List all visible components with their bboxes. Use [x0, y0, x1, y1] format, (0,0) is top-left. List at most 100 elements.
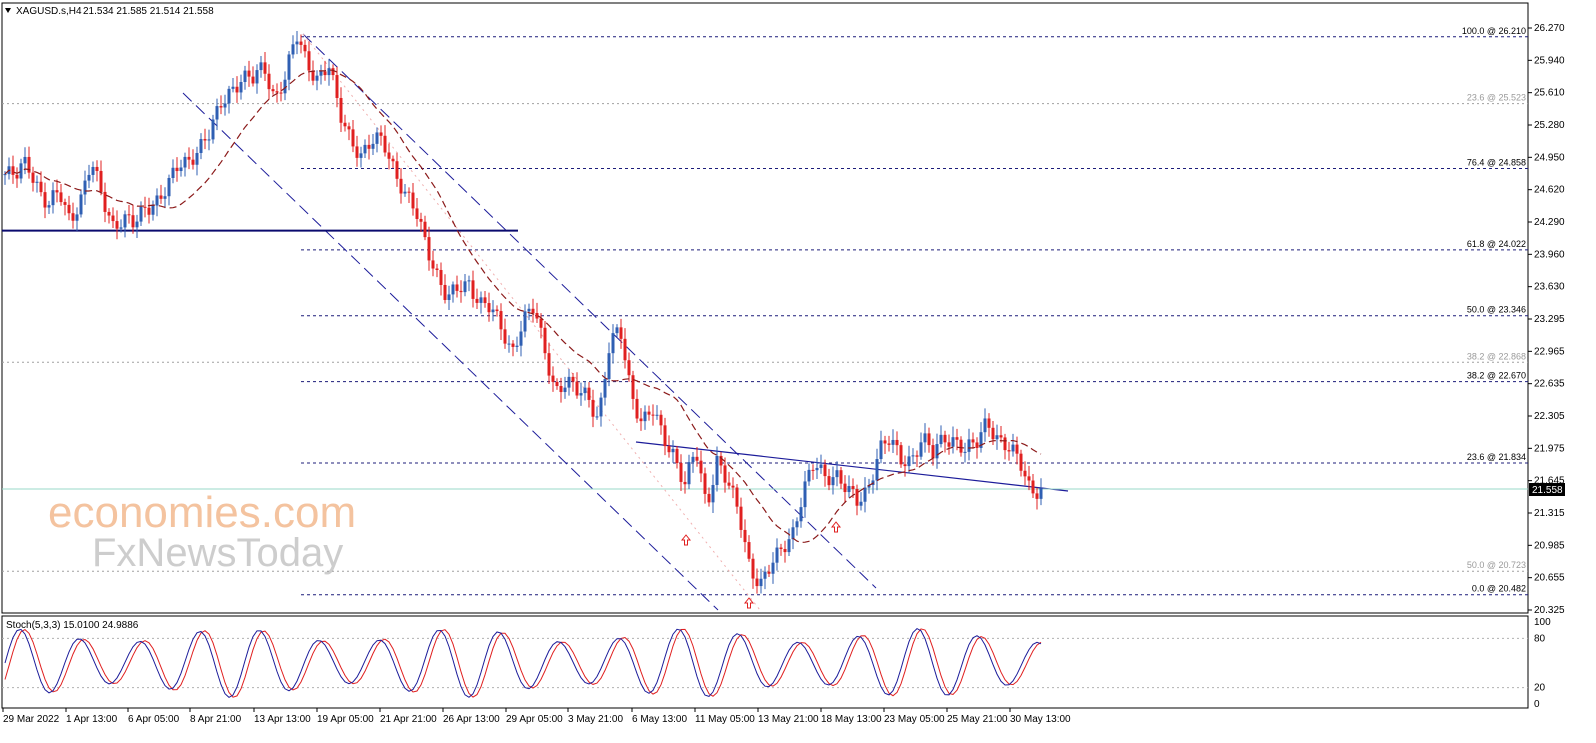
candle-body: [675, 448, 679, 464]
x-tick-label: 30 May 13:00: [1010, 714, 1071, 725]
candle-body: [707, 493, 711, 503]
fib-level-label: 23.6 @ 21.834: [1467, 452, 1526, 462]
x-tick-label: 13 Apr 13:00: [254, 714, 311, 725]
candle-body: [379, 132, 383, 136]
x-tick-label: 8 Apr 21:00: [190, 714, 242, 725]
candle-body: [939, 434, 943, 445]
candle-body: [11, 166, 15, 175]
descending-trendline[interactable]: [635, 441, 1069, 492]
symbol-label: XAGUSD.s,H4: [16, 6, 82, 17]
candle-body: [139, 206, 143, 222]
candle-body: [739, 506, 743, 530]
x-tick-label: 29 Apr 05:00: [506, 714, 563, 725]
candle-body: [663, 425, 667, 447]
candle-body: [815, 467, 819, 471]
candle-body: [743, 529, 747, 543]
collapse-triangle-icon[interactable]: [5, 8, 11, 13]
stoch-tick-label: 100: [1534, 617, 1551, 628]
candle-body: [507, 343, 511, 345]
candle-body: [627, 360, 631, 376]
y-tick-label: 22.965: [1534, 346, 1565, 357]
candle-body: [467, 280, 471, 282]
candle-body: [567, 376, 571, 388]
candle-body: [583, 387, 587, 394]
y-tick-label: 24.290: [1534, 217, 1565, 228]
candle-body: [375, 132, 379, 144]
candle-body: [319, 71, 323, 76]
candle-body: [135, 221, 139, 228]
candle-body: [543, 327, 547, 354]
candles: [3, 30, 1043, 594]
candle-body: [451, 284, 455, 295]
candle-body: [475, 298, 479, 303]
candle-body: [23, 156, 27, 164]
candle-body: [483, 297, 487, 304]
up-arrow-icon: [830, 521, 842, 533]
up-arrow-icon: [743, 597, 755, 609]
y-tick-label: 21.645: [1534, 476, 1565, 487]
candle-body: [647, 411, 651, 415]
candle-body: [563, 387, 567, 393]
candle-body: [859, 501, 863, 506]
channel-upper-line[interactable]: [302, 33, 877, 589]
y-tick-label: 20.985: [1534, 540, 1565, 551]
candle-body: [955, 437, 959, 440]
x-tick-label: 29 Mar 2022: [3, 714, 60, 725]
candle-body: [827, 476, 831, 486]
candle-body: [959, 439, 963, 453]
candle-body: [683, 481, 687, 485]
candle-body: [79, 194, 83, 215]
candle-body: [419, 218, 423, 222]
stoch-tick-label: 80: [1534, 633, 1546, 644]
candle-body: [731, 485, 735, 488]
moving-average-line: [4, 69, 1042, 544]
y-tick-label: 26.270: [1534, 23, 1565, 34]
candle-body: [91, 166, 95, 175]
candle-body: [459, 290, 463, 293]
candle-body: [887, 443, 891, 445]
candle-body: [619, 327, 623, 339]
candle-body: [119, 227, 123, 229]
candle-body: [691, 456, 695, 463]
channel-lower-line[interactable]: [182, 92, 719, 611]
candle-body: [295, 41, 299, 45]
candle-body: [1003, 437, 1007, 451]
stochastic-oscillator: [2, 627, 1528, 699]
y-tick-label: 24.620: [1534, 185, 1565, 196]
candle-body: [759, 578, 763, 587]
candle-body: [995, 435, 999, 440]
candle-body: [259, 62, 263, 71]
candle-body: [999, 435, 1003, 438]
candle-body: [103, 191, 107, 212]
candle-body: [679, 463, 683, 482]
candle-body: [635, 398, 639, 419]
candle-body: [919, 442, 923, 457]
candle-body: [199, 139, 203, 153]
candle-body: [151, 205, 155, 215]
candle-body: [831, 477, 835, 486]
candle-body: [127, 214, 131, 216]
candle-body: [283, 79, 287, 94]
candle-body: [719, 455, 723, 466]
candle-body: [443, 284, 447, 300]
candle-body: [15, 174, 19, 179]
candle-body: [411, 192, 415, 209]
candle-body: [651, 414, 655, 416]
candle-body: [75, 214, 79, 221]
y-tick-label: 22.305: [1534, 411, 1565, 422]
x-tick-label: 3 May 21:00: [568, 714, 623, 725]
candle-body: [471, 280, 475, 299]
candle-body: [595, 416, 599, 418]
candle-body: [167, 177, 171, 197]
candle-body: [235, 86, 239, 93]
stoch-label: Stoch(5,3,3) 15.0100 24.9886: [6, 620, 139, 631]
candle-body: [171, 167, 175, 178]
candle-body: [1023, 470, 1027, 477]
candle-body: [479, 297, 483, 303]
candle-body: [515, 345, 519, 347]
y-tick-label: 20.325: [1534, 605, 1565, 616]
x-tick-label: 18 May 13:00: [821, 714, 882, 725]
candle-body: [215, 106, 219, 120]
candle-body: [279, 92, 283, 94]
fib-level-label: 61.8 @ 24.022: [1467, 239, 1526, 249]
